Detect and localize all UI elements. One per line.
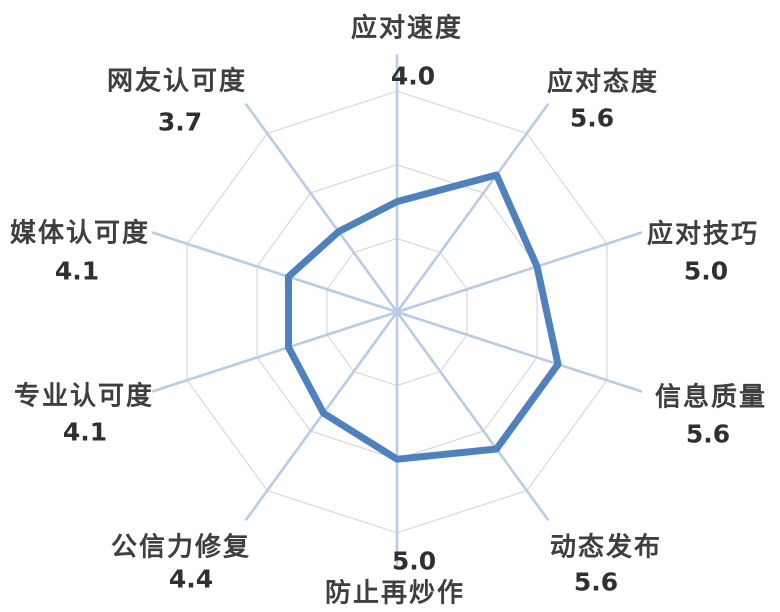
radar-spoke: [395, 311, 550, 522]
axis-category-label: 应对态度: [547, 67, 659, 97]
radar-labels: 应对速度 4.0 应对态度 5.6 应对技巧 5.0 信息质量 5.6 动态发布 5.6 防止再炒作…: [10, 13, 767, 608]
axis-value-label: 5.6: [570, 104, 614, 133]
axis-category-label: 媒体认可度: [10, 218, 150, 248]
axis-category-label: 应对速度: [351, 13, 463, 43]
axis-value-label: 4.4: [169, 565, 213, 594]
axis-category-label: 应对技巧: [647, 219, 759, 249]
radar-series-polygon: [285, 171, 562, 463]
axis-category-label: 信息质量: [655, 382, 767, 412]
axis-category-label: 公信力修复: [111, 532, 251, 562]
axis-value-label: 5.0: [392, 547, 436, 576]
axis-category-label: 网友认可度: [107, 66, 247, 96]
radar-spoke: [395, 102, 550, 313]
axis-category-label: 动态发布: [550, 532, 662, 562]
radar-spoke: [244, 102, 399, 313]
radar-series: [285, 171, 562, 463]
radar-spoke: [151, 231, 398, 314]
axis-value-label: 4.0: [391, 62, 435, 91]
radar-spoke: [396, 231, 643, 314]
radar-spokes: [151, 54, 643, 570]
axis-category-label: 防止再炒作: [325, 579, 465, 608]
radar-spoke: [151, 310, 398, 393]
axis-value-label: 3.7: [158, 108, 202, 137]
radar-spoke: [396, 310, 643, 393]
axis-value-label: 5.6: [686, 420, 730, 449]
axis-value-label: 4.1: [55, 257, 99, 286]
axis-category-label: 专业认可度: [14, 381, 154, 411]
axis-value-label: 4.1: [63, 418, 107, 447]
axis-value-label: 5.6: [574, 568, 618, 597]
radar-spoke: [244, 311, 399, 522]
axis-value-label: 5.0: [684, 257, 728, 286]
